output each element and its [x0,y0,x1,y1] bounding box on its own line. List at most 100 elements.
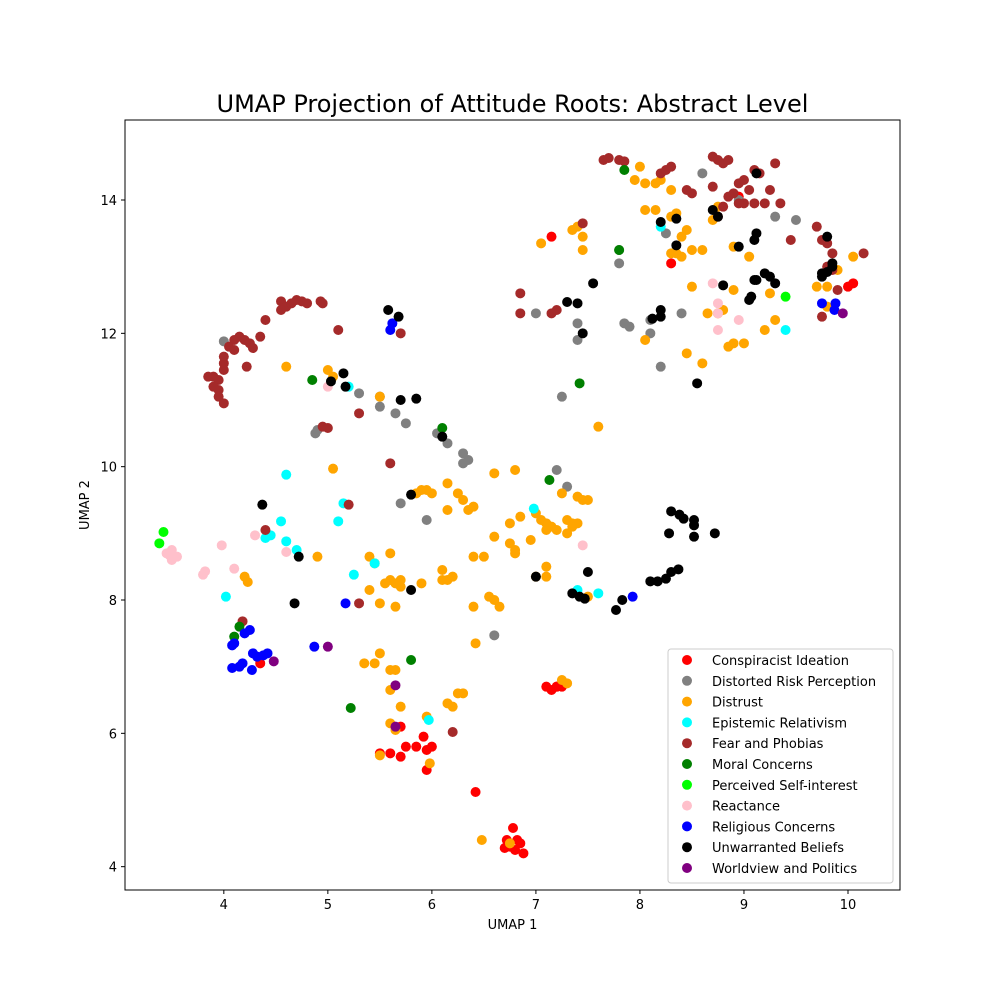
y-tick-label: 4 [109,861,117,876]
point-s7-12 [712,298,723,309]
point-s4-54 [260,315,271,325]
point-s2-108 [374,598,385,609]
point-s9-35 [325,376,336,387]
point-s2-64 [504,518,515,529]
point-s8-5 [227,640,238,651]
point-s3-16 [528,503,539,514]
point-s7-14 [733,315,744,325]
point-s5-3 [437,423,448,433]
point-s0-2 [666,258,677,269]
x-tick-label: 8 [636,898,644,913]
point-s1-34 [489,630,500,641]
point-s2-53 [442,478,453,489]
point-s2-128 [442,698,453,709]
point-s4-61 [247,343,258,353]
point-s4-75 [354,408,365,419]
point-s2-86 [510,548,521,559]
point-s2-38 [577,245,588,255]
legend-items: Conspiracist Ideation Distorted Risk Perc… [682,654,876,877]
legend-label: Religious Concerns [712,820,835,835]
point-s4-36 [832,285,843,295]
point-s8-14 [309,641,320,652]
point-s5-1 [614,245,625,255]
point-s10-4 [390,721,401,732]
point-s2-77 [572,518,583,529]
point-s3-1 [780,325,791,335]
x-axis: 4 5 6 7 8 9 10 [220,890,856,913]
point-s0-0 [546,231,557,242]
point-s9-3 [671,213,682,224]
point-s2-11 [676,231,687,242]
point-s9-37 [411,393,422,404]
point-s9-31 [393,311,404,322]
point-s3-17 [423,715,434,725]
point-s4-23 [764,185,775,195]
point-s2-41 [811,281,822,292]
point-s8-17 [816,298,827,309]
legend-marker [682,655,692,665]
point-s1-22 [374,401,385,412]
point-s2-116 [369,658,380,669]
point-s1-15 [655,361,666,372]
point-s4-17 [738,175,749,185]
point-s2-117 [374,648,385,659]
x-tick-label: 4 [220,898,228,913]
point-s9-7 [671,240,682,251]
point-s9-38 [437,431,448,442]
point-s7-16 [707,278,718,289]
point-s4-50 [302,298,313,309]
point-s2-62 [468,501,479,512]
point-s2-131 [374,750,385,761]
point-s2-36 [567,225,578,235]
x-tick-label: 9 [740,898,748,913]
x-axis-label: UMAP 1 [488,918,538,933]
point-s4-80 [343,499,354,510]
point-s2-23 [759,325,770,335]
point-s9-33 [338,368,349,379]
point-s9-45 [689,520,700,531]
point-s9-16 [770,278,781,289]
point-s9-49 [293,551,304,562]
point-s5-9 [345,703,356,713]
point-s9-29 [577,328,588,339]
legend: Conspiracist Ideation Distorted Risk Perc… [667,648,894,884]
point-s9-60 [652,576,663,587]
point-s2-42 [822,281,833,292]
point-s7-4 [164,550,175,561]
point-s2-83 [541,525,552,535]
point-s9-40 [257,499,268,510]
point-s4-77 [322,423,333,433]
point-s2-34 [640,335,651,345]
point-s9-52 [406,585,417,595]
point-s2-106 [494,601,505,612]
point-s4-8 [686,188,697,199]
point-s6-2 [780,291,791,302]
point-s9-63 [673,564,684,575]
point-s2-113 [242,577,253,587]
point-s2-63 [515,511,526,522]
legend-marker [682,821,692,832]
point-s2-0 [629,175,640,185]
point-s9-32 [692,378,703,389]
point-s4-82 [354,598,365,609]
point-s1-11 [676,308,687,319]
legend-marker [682,675,692,686]
point-s9-12 [746,291,757,302]
point-s1-5 [614,258,625,269]
point-s2-103 [437,565,448,575]
point-s0-15 [411,741,422,752]
point-s2-84 [478,551,489,562]
point-s2-126 [452,688,463,699]
y-axis: 4 6 8 10 12 14 [100,194,125,876]
point-s7-10 [281,547,292,557]
point-s2-2 [640,178,651,189]
point-s2-7 [650,205,661,215]
point-s9-39 [406,489,417,500]
point-s2-89 [541,571,552,582]
point-s9-56 [579,593,590,604]
point-s9-36 [395,395,406,405]
point-s9-57 [611,605,622,615]
point-s1-2 [770,211,781,222]
point-s2-107 [468,601,479,612]
